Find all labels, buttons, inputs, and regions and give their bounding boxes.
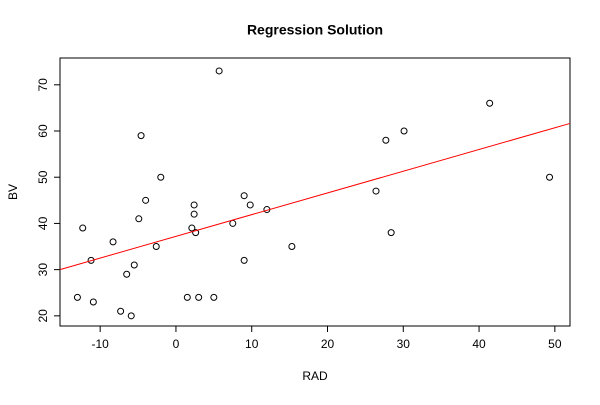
point: [190, 201, 198, 209]
point: [117, 307, 125, 315]
point: [109, 238, 117, 246]
x-tick-label: 10: [245, 337, 259, 351]
point: [87, 256, 95, 264]
x-tick-label: 30: [397, 337, 411, 351]
point: [215, 67, 223, 75]
x-tick-label: 0: [173, 337, 180, 351]
point: [240, 192, 248, 200]
point: [382, 136, 390, 144]
point: [152, 243, 160, 251]
point: [400, 127, 408, 135]
point: [157, 173, 165, 181]
point: [123, 270, 131, 278]
point: [288, 243, 296, 251]
point: [210, 293, 218, 301]
y-tick-label: 40: [36, 216, 50, 230]
point: [89, 298, 97, 306]
point: [229, 219, 237, 227]
x-tick-label: 20: [321, 337, 335, 351]
y-tick-label: 50: [36, 170, 50, 184]
point: [183, 293, 191, 301]
point: [546, 173, 554, 181]
x-axis-label: RAD: [302, 369, 328, 383]
point: [188, 224, 196, 232]
x-tick-label: -10: [91, 337, 109, 351]
point: [240, 256, 248, 264]
regression-line: [59, 122, 571, 271]
point: [192, 229, 200, 237]
y-tick-label: 70: [36, 78, 50, 92]
y-tick-label: 30: [36, 263, 50, 277]
point: [73, 293, 81, 301]
chart-title: Regression Solution: [247, 22, 383, 38]
x-tick-label: 50: [548, 337, 562, 351]
point: [387, 229, 395, 237]
point: [142, 196, 150, 204]
point: [190, 210, 198, 218]
point: [486, 99, 494, 107]
point: [195, 293, 203, 301]
point: [137, 132, 145, 140]
y-tick-label: 20: [36, 309, 50, 323]
point: [372, 187, 380, 195]
point: [127, 312, 135, 320]
point: [79, 224, 87, 232]
point: [130, 261, 138, 269]
point: [246, 201, 254, 209]
y-axis-label: BV: [6, 184, 20, 200]
plot-box: [59, 57, 571, 327]
point: [135, 215, 143, 223]
x-tick-label: 40: [472, 337, 486, 351]
y-tick-label: 60: [36, 124, 50, 138]
